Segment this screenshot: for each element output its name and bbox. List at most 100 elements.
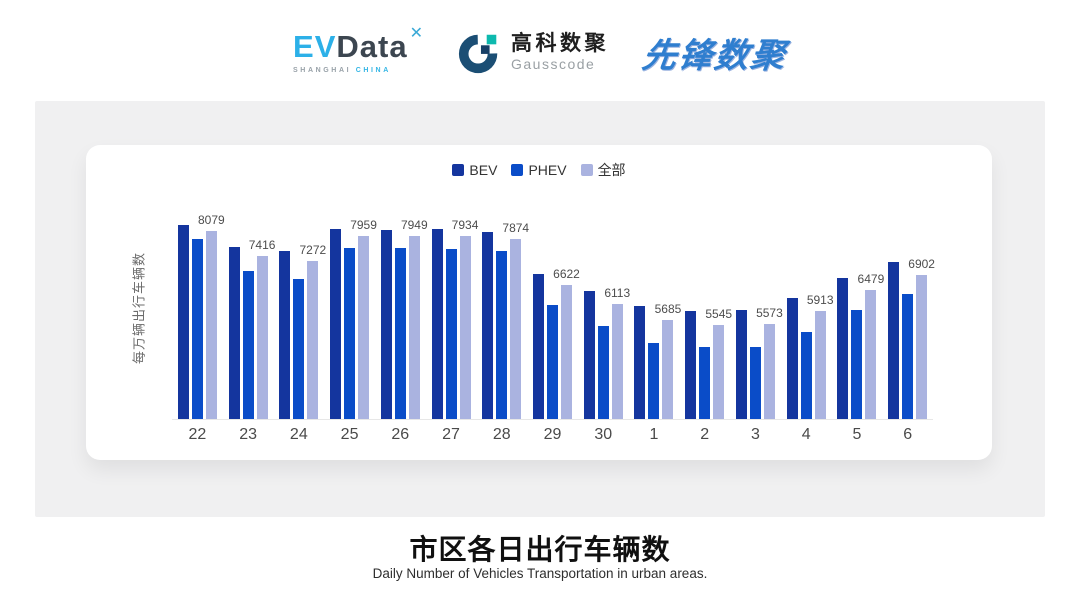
x-tick-label: 23 <box>239 426 257 443</box>
bar-all <box>916 275 928 419</box>
x-tick-label: 3 <box>750 426 760 443</box>
legend-item-phev[interactable]: PHEV <box>511 160 567 180</box>
bar-bev <box>685 311 697 419</box>
evdata-sub-right: CHINA <box>355 66 391 74</box>
bar-phev <box>344 248 356 419</box>
bar-group: 5573 3 <box>730 197 783 443</box>
bar-all <box>611 304 623 419</box>
bar-bev <box>177 225 189 419</box>
bar-all <box>713 325 725 419</box>
bar-phev <box>394 248 406 419</box>
bar-value-label: 6113 <box>604 286 631 300</box>
bar-phev <box>699 347 711 419</box>
bar-phev <box>902 294 914 419</box>
bar-group: 7272 24 <box>273 197 327 443</box>
legend-swatch-phev <box>511 164 524 176</box>
legend-item-bev[interactable]: BEV <box>452 160 497 180</box>
bar-value-label: 7934 <box>451 218 479 232</box>
bar-all <box>510 239 522 419</box>
gausscode-en-text: Gausscode <box>510 56 596 73</box>
bar-group: 5545 2 <box>679 197 733 443</box>
bar-all <box>662 320 674 419</box>
bar-value-label: 7949 <box>400 218 428 232</box>
bar-group: 5685 1 <box>629 197 682 443</box>
bar-bev <box>735 310 747 419</box>
bar-all <box>763 324 775 419</box>
bar-phev <box>293 279 305 419</box>
bar-group: 5913 4 <box>781 197 834 443</box>
x-tick-label: 30 <box>594 426 613 443</box>
bar-group: 7959 25 <box>324 197 377 443</box>
chart-card: BEV PHEV 全部 每万辆出行车辆数 8079 22 7416 23 7272 24 7… <box>86 145 992 460</box>
bar-bev <box>583 291 595 419</box>
bar-phev <box>749 347 761 419</box>
evdata-x-icon: ✕ <box>409 24 423 42</box>
bar-bev <box>533 274 544 419</box>
gausscode-icon <box>458 34 498 74</box>
legend-swatch-bev <box>452 164 465 176</box>
bar-all <box>205 231 217 419</box>
bar-value-label: 6622 <box>553 267 580 281</box>
bar-bev <box>330 229 342 419</box>
bar-phev <box>800 332 812 419</box>
page-title: 市区各日出行车辆数 <box>409 534 671 565</box>
bar-value-label: 5685 <box>654 302 682 316</box>
x-tick-label: 22 <box>188 426 207 443</box>
page-subtitle: Daily Number of Vehicles Transportation … <box>372 566 708 581</box>
x-tick-label: 25 <box>340 426 359 443</box>
bar-group: 7934 27 <box>426 197 479 443</box>
bar-phev <box>547 305 558 419</box>
bar-value-label: 7416 <box>248 238 276 252</box>
bar-bev <box>431 229 443 419</box>
bar-value-label: 7272 <box>299 243 327 257</box>
bar-all <box>814 311 826 419</box>
evdata-sub-left: SHANGHAI <box>293 66 352 74</box>
bar-all <box>459 236 471 419</box>
bar-all <box>865 290 877 419</box>
header-logos: EV Data ✕ SHANGHAI CHINA 高科数聚 Gausscode … <box>0 14 1080 90</box>
legend-label-phev: PHEV <box>528 162 567 178</box>
bar-bev <box>228 247 240 419</box>
evdata-subtitle: SHANGHAI CHINA <box>293 67 423 74</box>
bar-group: 6902 6 <box>882 197 935 443</box>
bar-value-label: 7874 <box>502 221 530 235</box>
bar-group: 7416 23 <box>223 197 276 443</box>
evdata-data-text: Data <box>336 28 408 64</box>
bar-group: 6622 29 <box>527 197 580 443</box>
plot-area: 8079 22 7416 23 7272 24 7959 25 7949 26 7934 27 7874… <box>172 197 935 443</box>
x-tick-label: 2 <box>700 426 710 443</box>
x-tick-label: 27 <box>442 426 460 443</box>
bar-bev <box>837 278 849 419</box>
bar-phev <box>648 343 660 419</box>
bar-group: 7874 28 <box>476 197 530 443</box>
bar-all <box>561 285 572 419</box>
x-tick-label: 28 <box>492 426 511 443</box>
x-tick-label: 6 <box>903 426 913 443</box>
x-axis-line <box>172 419 933 420</box>
x-tick-label: 29 <box>543 426 562 443</box>
bar-phev <box>242 271 254 419</box>
bar-all <box>307 261 319 419</box>
bar-phev <box>191 239 203 419</box>
bar-value-label: 5545 <box>705 307 733 321</box>
bar-value-label: 7959 <box>350 218 377 232</box>
bar-bev <box>380 230 392 419</box>
gausscode-logo: 高科数聚 Gausscode <box>457 29 609 75</box>
evdata-ev-text: EV <box>293 28 337 64</box>
bar-phev <box>597 326 609 419</box>
bar-all <box>256 256 268 419</box>
bar-phev <box>445 249 457 419</box>
bar-all <box>358 236 370 419</box>
bar-group: 6479 5 <box>832 197 884 443</box>
x-tick-label: 5 <box>852 426 862 443</box>
evdata-logo: EV Data ✕ SHANGHAI CHINA <box>293 25 423 74</box>
legend-item-all[interactable]: 全部 <box>580 160 626 180</box>
gausscode-cn-text: 高科数聚 <box>510 31 609 55</box>
bar-bev <box>482 232 494 419</box>
bar-phev <box>496 251 508 419</box>
bar-all <box>408 236 420 419</box>
xianfeng-logo: 先锋数聚 <box>639 36 790 75</box>
legend-label-all: 全部 <box>597 162 626 178</box>
y-axis-label: 每万辆出行车辆数 <box>131 251 147 365</box>
